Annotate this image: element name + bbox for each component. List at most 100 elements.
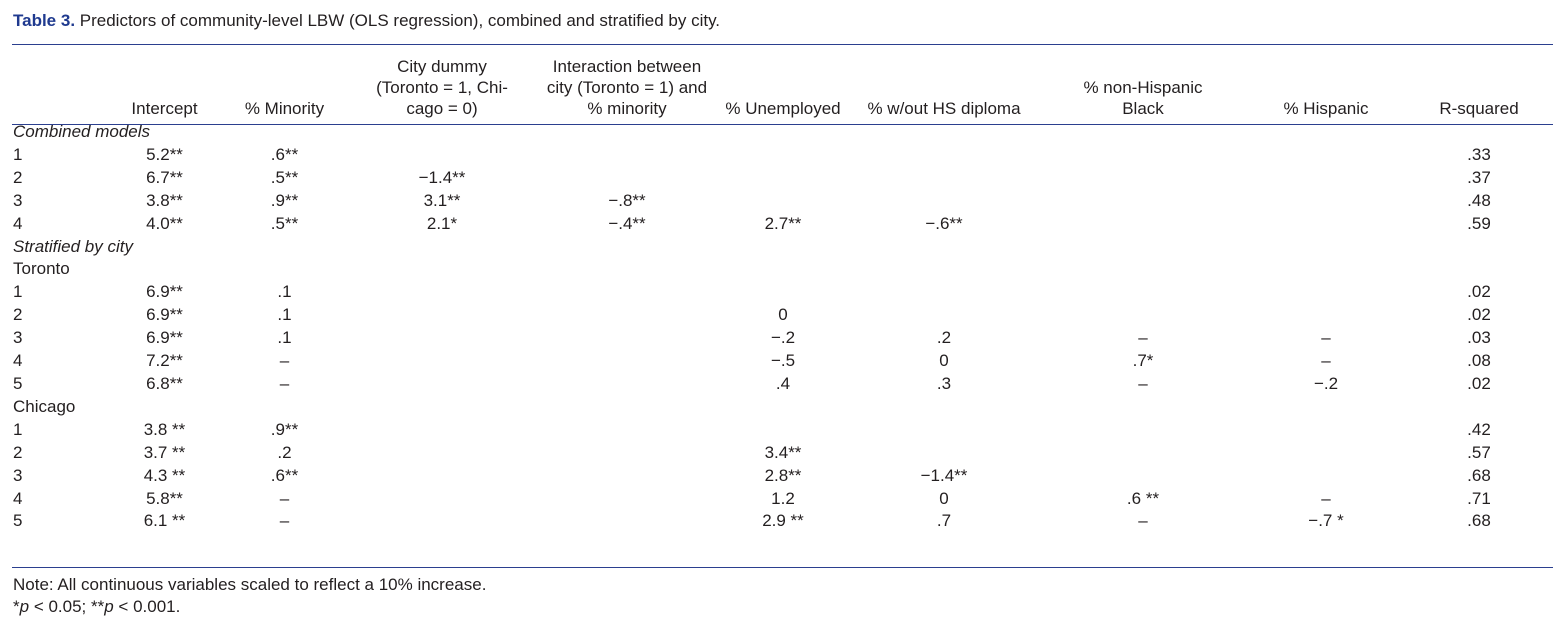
table-cell: 5.2** xyxy=(146,144,183,164)
section-row: Stratified by city xyxy=(12,236,1553,259)
section-row: Chicago xyxy=(12,396,1553,419)
table-cell xyxy=(537,465,717,488)
section-row: Combined models xyxy=(12,121,1553,144)
table-cell: .33 xyxy=(1467,144,1491,164)
column-header: City dummy (Toronto = 1, Chi-cago = 0) xyxy=(376,57,508,118)
top-rule xyxy=(12,44,1553,45)
table-cell xyxy=(537,442,717,465)
table-cell: – xyxy=(1321,351,1331,371)
table-cell: −.4** xyxy=(608,213,646,233)
table-cell: .4 xyxy=(775,373,791,393)
table-cell: 6.7** xyxy=(146,167,183,187)
table-cell: 6.1 ** xyxy=(143,511,186,531)
model-number: 3 xyxy=(13,328,23,348)
table-cell xyxy=(537,350,717,373)
table-cell: −.7 * xyxy=(1308,511,1344,531)
model-number: 1 xyxy=(13,144,23,164)
model-number: 5 xyxy=(13,511,23,531)
table-cell xyxy=(849,144,1039,167)
column-header: % non-Hispanic Black xyxy=(1083,78,1203,118)
column-header: Intercept xyxy=(131,99,198,118)
table-cell: .5** xyxy=(270,213,299,233)
table-row: 2 6.9** .1 0 .02 xyxy=(12,304,1553,327)
table-cell: 6.8** xyxy=(146,373,183,393)
table-cell: .02 xyxy=(1467,282,1491,302)
column-header: % Unemployed xyxy=(725,99,841,118)
table-cell xyxy=(1039,281,1247,304)
table-row: 4 5.8** – 1.2 0 .6 ** – .71 xyxy=(12,488,1553,511)
table-cell: .7* xyxy=(1132,351,1154,371)
table-cell: 2.9 ** xyxy=(762,511,804,531)
table-cell xyxy=(717,281,849,304)
table-cell: 6.9** xyxy=(146,328,183,348)
model-number: 2 xyxy=(13,442,23,462)
model-number: 4 xyxy=(13,213,23,233)
model-number: 4 xyxy=(13,351,23,371)
table-cell: – xyxy=(279,488,290,508)
table-cell xyxy=(1247,167,1405,190)
table-cell xyxy=(717,419,849,442)
table-cell: 3.4** xyxy=(764,442,802,462)
table-cell xyxy=(1247,419,1405,442)
table-title: Predictors of community-level LBW (OLS r… xyxy=(75,11,721,30)
table-cell: .48 xyxy=(1467,190,1491,210)
table-cell: 0 xyxy=(778,305,788,325)
table-cell: −.6** xyxy=(925,213,963,233)
column-header: % w/out HS diploma xyxy=(867,99,1021,118)
table-cell xyxy=(717,167,849,190)
table-row: 3 6.9** .1 −.2 .2 – – .03 xyxy=(12,327,1553,350)
table-cell xyxy=(347,510,537,533)
table-cell xyxy=(1247,304,1405,327)
table-cell: 4.0** xyxy=(146,213,183,233)
table-cell xyxy=(347,281,537,304)
table-cell: .68 xyxy=(1467,511,1491,531)
model-number: 1 xyxy=(13,419,23,439)
table-cell: 0 xyxy=(939,351,949,371)
table-cell: .1 xyxy=(277,305,292,325)
table-cell: .5** xyxy=(270,167,299,187)
table-row: 3 4.3 ** .6** 2.8** −1.4** .68 xyxy=(12,465,1553,488)
table-cell: 2.7** xyxy=(764,213,802,233)
table-cell: 6.9** xyxy=(146,282,183,302)
table-cell: 3.7 ** xyxy=(143,442,186,462)
table-cell: .1 xyxy=(277,328,292,348)
table-caption: Table 3. Predictors of community-level L… xyxy=(13,11,720,31)
table-row: 1 3.8 ** .9** .42 xyxy=(12,419,1553,442)
table-cell: – xyxy=(1138,511,1148,531)
table-cell xyxy=(347,442,537,465)
table-cell: 0 xyxy=(939,488,949,508)
table-cell xyxy=(347,419,537,442)
table-cell xyxy=(1039,190,1247,213)
table-cell: 3.1** xyxy=(423,190,461,210)
table-cell xyxy=(1247,213,1405,236)
model-number: 5 xyxy=(13,373,23,393)
table-cell: 3.8 ** xyxy=(143,419,186,439)
table-row: 1 6.9** .1 .02 xyxy=(12,281,1553,304)
table-cell: – xyxy=(279,511,290,531)
table-cell: 6.9** xyxy=(146,305,183,325)
table-cell: .6 ** xyxy=(1126,488,1160,508)
table-cell: .6** xyxy=(270,465,299,485)
section-label: Stratified by city xyxy=(13,236,133,256)
table-cell: 7.2** xyxy=(146,351,183,371)
table-row: 5 6.1 ** – 2.9 ** .7 – −.7 * .68 xyxy=(12,510,1553,533)
model-number: 4 xyxy=(13,488,23,508)
column-header: % Hispanic xyxy=(1283,99,1369,118)
model-number: 2 xyxy=(13,167,23,187)
table-cell: .9** xyxy=(270,419,299,439)
table-cell xyxy=(1039,465,1247,488)
table-cell xyxy=(1247,190,1405,213)
table-cell xyxy=(849,281,1039,304)
table-cell: .02 xyxy=(1467,373,1491,393)
table-row: 1 5.2** .6** .33 xyxy=(12,144,1553,167)
table-cell xyxy=(537,167,717,190)
column-header xyxy=(12,47,107,121)
note-scaling: Note: All continuous variables scaled to… xyxy=(13,575,487,594)
table-cell xyxy=(1247,465,1405,488)
table-cell: 2.8** xyxy=(764,465,802,485)
table-cell xyxy=(537,419,717,442)
model-number: 1 xyxy=(13,282,23,302)
table-cell: – xyxy=(1321,488,1331,508)
table-cell: −.5 xyxy=(770,351,796,371)
table-cell: −1.4** xyxy=(920,465,968,485)
